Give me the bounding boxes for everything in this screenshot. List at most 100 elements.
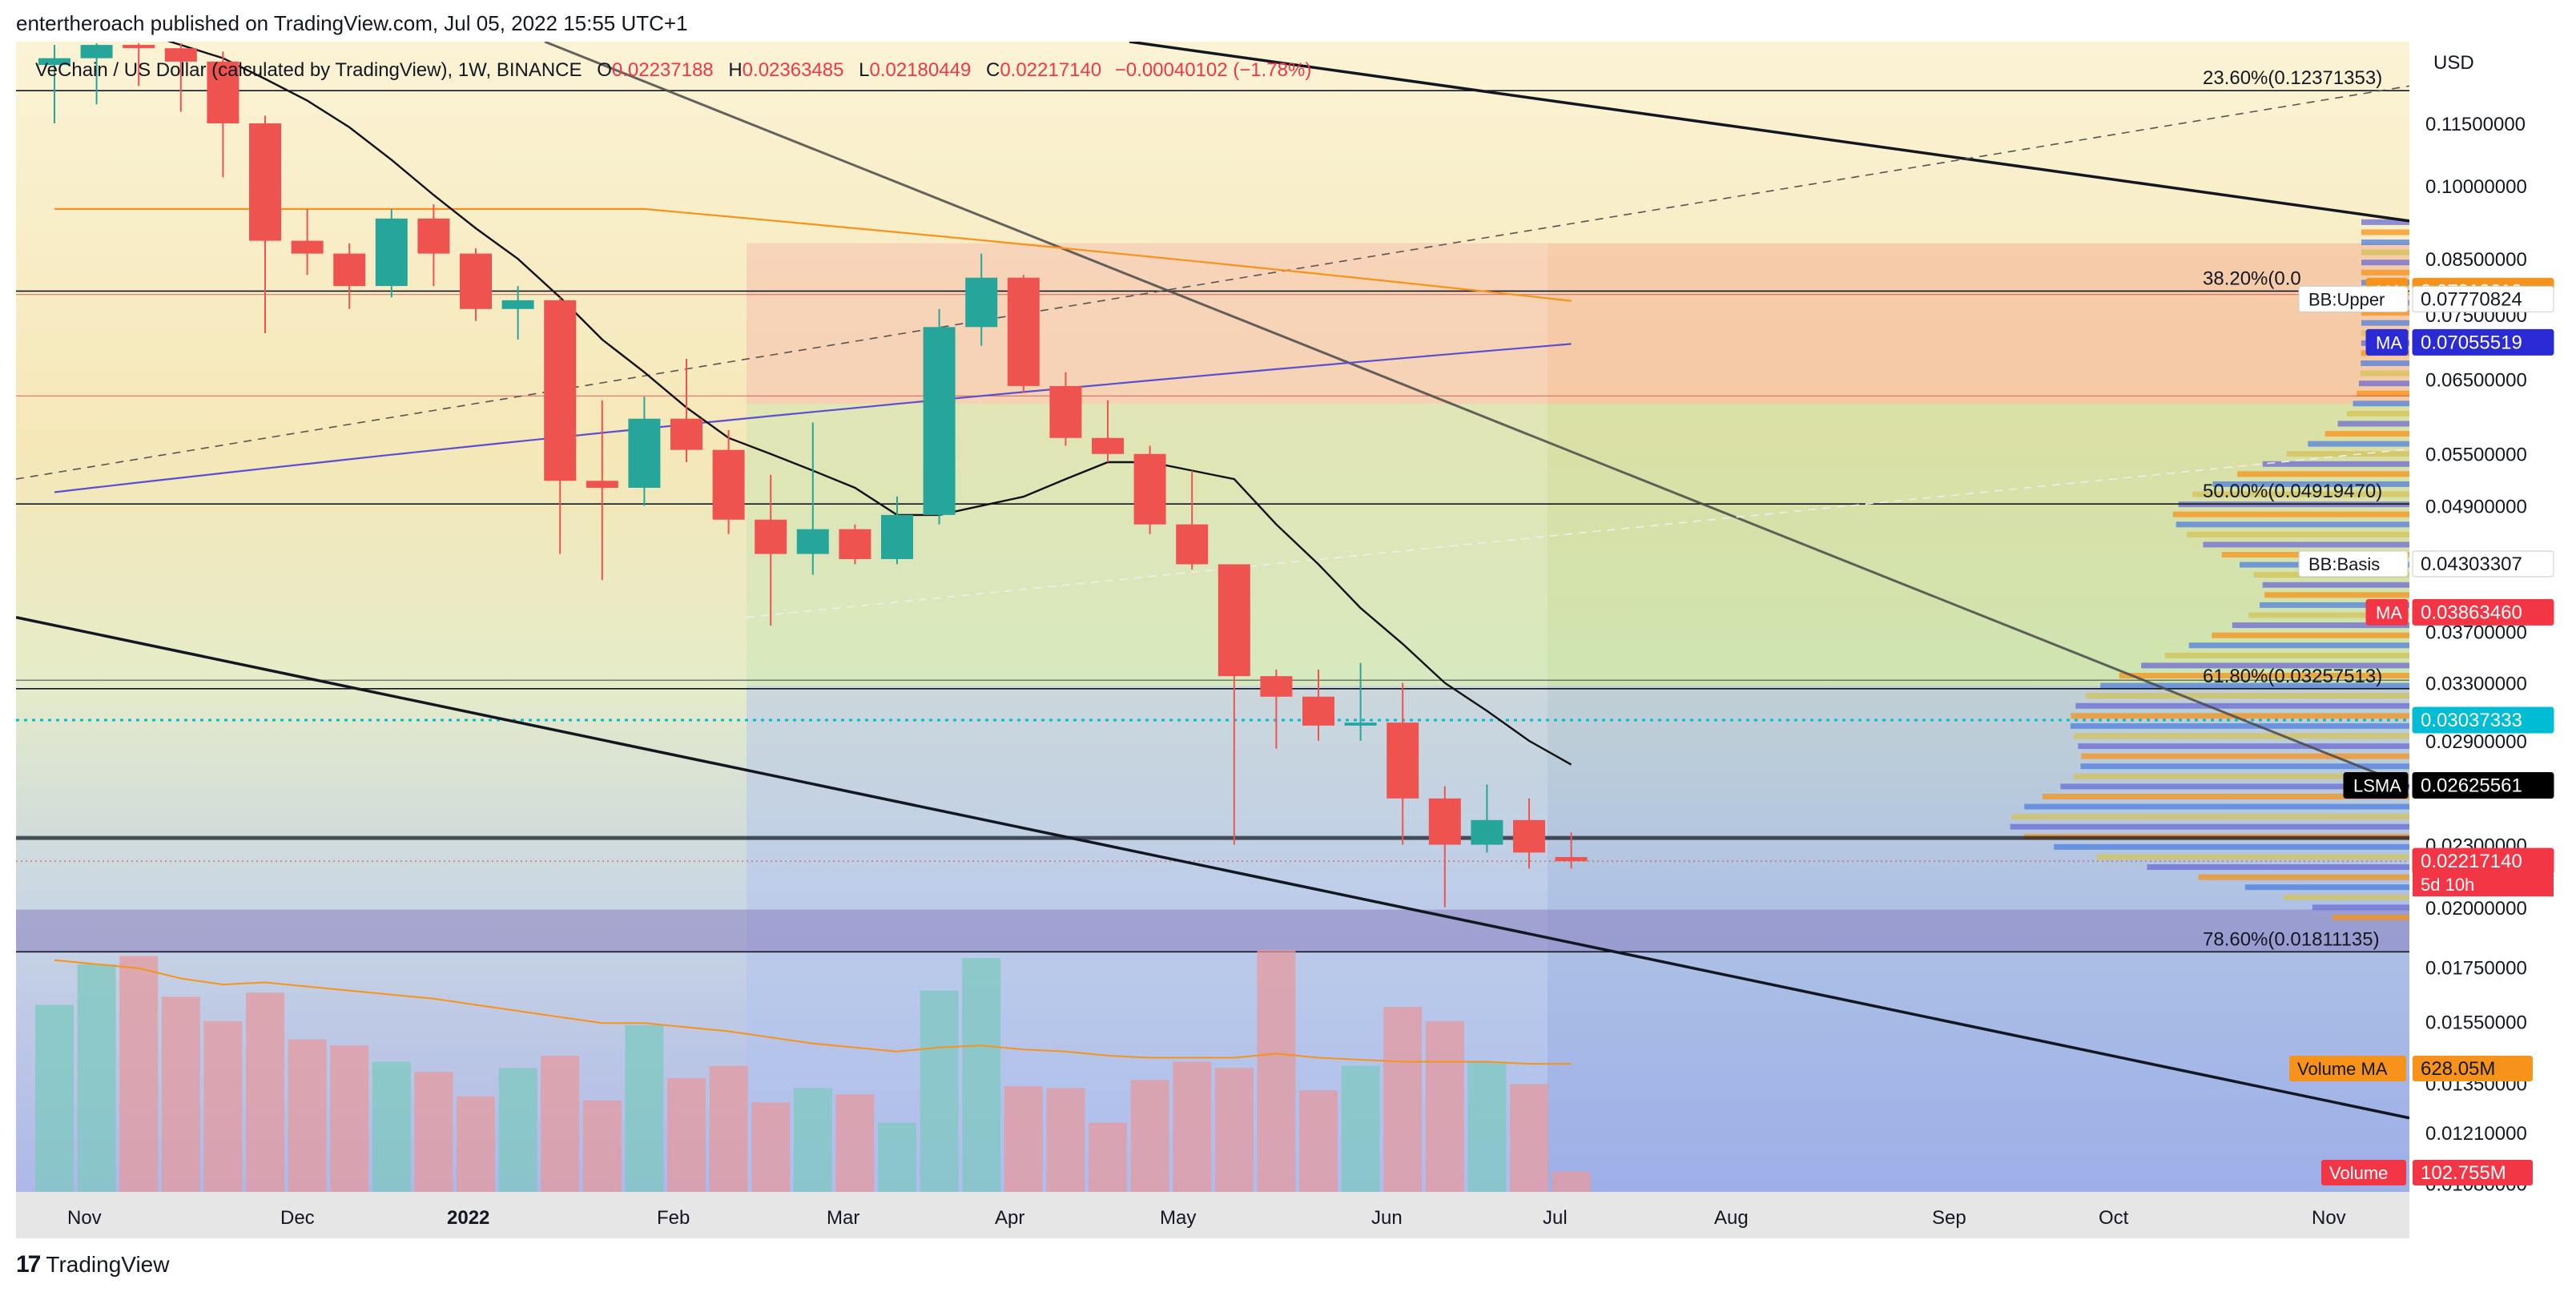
price-tag-value: 0.02625561: [2421, 775, 2522, 796]
volume-profile-bar: [2353, 400, 2409, 407]
candle-body: [965, 277, 998, 328]
low-value: 0.02180449: [869, 59, 972, 81]
price-tag-bg: [2412, 598, 2554, 626]
candle-body: [1218, 564, 1250, 677]
volume-profile-bar: [2236, 471, 2409, 477]
price-tag-label-bg: [2365, 598, 2409, 626]
volume-profile-bar: [2212, 632, 2409, 638]
volume-bar: [667, 1077, 706, 1192]
candlestick-chart[interactable]: 23.60%(0.12371353) 38.20%(0.0 50.00%(0.049…: [16, 42, 2558, 1238]
candle-body: [123, 45, 155, 49]
volume-profile-bar: [2337, 421, 2409, 427]
volume-profile-bar: [2346, 410, 2409, 417]
volume-profile-bar: [2264, 592, 2409, 598]
volume-bar: [498, 1068, 537, 1192]
volume-bar: [119, 956, 159, 1192]
candle-body: [249, 123, 281, 241]
candle-body: [1007, 277, 1040, 386]
chart-background: [16, 42, 2409, 1192]
price-tag-label-bg: [2298, 285, 2409, 312]
price-tick-label: 0.04900000: [2425, 496, 2527, 517]
candle-body: [164, 48, 197, 62]
volume-profile-bar: [2081, 753, 2409, 759]
time-tick-label: Jul: [1543, 1207, 1568, 1229]
volume-profile-bar: [2308, 441, 2409, 447]
price-tag-value: 0.04303307: [2421, 553, 2522, 575]
price-tag-value: 0.03037333: [2421, 710, 2522, 731]
volume-bar: [878, 1122, 916, 1192]
candle-body: [333, 253, 366, 287]
time-tick-label: Oct: [2099, 1207, 2129, 1229]
fib-label: 78.60%(0.01811135): [2203, 928, 2380, 950]
countdown-label: 5d 10h: [2421, 875, 2474, 895]
volume-profile-bar: [2361, 320, 2409, 326]
brand-name: TradingView: [46, 1252, 170, 1277]
volume-profile-bar: [2010, 823, 2409, 830]
volume-profile-bar: [2260, 602, 2409, 608]
volume-profile-bar: [2071, 713, 2409, 719]
support-band: [16, 909, 2409, 952]
price-tag-label-bg: [2365, 328, 2409, 356]
volume-profile-bar: [2262, 582, 2409, 588]
volume-bar: [1341, 1065, 1380, 1192]
time-tick-label: Dec: [280, 1207, 315, 1229]
volume-bar: [161, 996, 200, 1192]
volume-profile-bar: [2283, 894, 2409, 900]
candle-body: [1555, 857, 1588, 862]
volume-profile-bar: [2198, 874, 2409, 880]
volume-bar: [625, 1024, 664, 1192]
low-label: L: [859, 59, 870, 81]
candle-body: [460, 253, 492, 309]
volume-ma-line-placeholder: [54, 959, 1572, 1065]
volume-profile-bar: [2244, 884, 2409, 891]
volume-profile-bar: [2080, 763, 2409, 770]
volume-profile-bar: [2043, 793, 2409, 799]
volume-ma-label: Volume MA: [2297, 1059, 2388, 1079]
candle-body: [1513, 819, 1545, 853]
volume-profile-bar: [2085, 693, 2409, 699]
volume-profile-bar: [2096, 854, 2409, 860]
price-tag-label-bg: [2298, 550, 2409, 578]
volume-bar: [1425, 1020, 1464, 1192]
price-tag-bg: [2412, 328, 2554, 356]
candle-body: [881, 514, 913, 559]
volume-ma-value-bg: [2413, 1056, 2533, 1081]
volume-bar: [1383, 1007, 1423, 1192]
fib-label: 38.20%(0.0: [2203, 268, 2301, 289]
change-value: −0.00040102 (−1.78%): [1114, 59, 1312, 81]
volume-profile-bar: [2192, 491, 2409, 497]
volume-bar: [1004, 1086, 1043, 1192]
volume-profile-bar: [2361, 239, 2409, 246]
time-tick-label: Mar: [827, 1207, 859, 1229]
candle-body: [1471, 819, 1503, 845]
close-value: 0.02217140: [1000, 59, 1102, 81]
volume-bar: [457, 1096, 495, 1192]
chart-area[interactable]: 23.60%(0.12371353) 38.20%(0.0 50.00%(0.049…: [16, 42, 2558, 1238]
volume-profile-bar: [2141, 662, 2409, 669]
volume-profile-bar: [2361, 249, 2409, 256]
volume-ma-label-bg: [2289, 1056, 2406, 1081]
high-label: H: [728, 59, 743, 81]
price-tick-label: 0.02000000: [2425, 898, 2527, 920]
volume-profile-bar: [2100, 682, 2409, 689]
volume-profile-bar: [2361, 269, 2409, 276]
price-tag-label: MA: [2376, 602, 2402, 622]
symbol-legend[interactable]: VeChain / US Dollar (calculated by Tradi…: [35, 59, 1311, 82]
volume-bar: [582, 1100, 622, 1192]
descending-trendline: [544, 42, 2410, 788]
price-tick-label: 0.05500000: [2425, 445, 2527, 466]
price-tag-label: MA: [2376, 332, 2402, 352]
time-tick-label: Apr: [995, 1207, 1024, 1229]
tradingview-footer[interactable]: 17 TradingView: [16, 1251, 169, 1278]
price-tick-label: 0.11500000: [2425, 114, 2526, 135]
volume-profile-bar: [2312, 904, 2409, 911]
tradingview-logo-icon: 17: [16, 1251, 41, 1278]
price-tick-label: 0.01210000: [2425, 1123, 2527, 1145]
volume-label-bg: [2321, 1160, 2406, 1185]
price-tag-bg: [2412, 285, 2554, 312]
volume-profile-bar: [2054, 843, 2409, 850]
candle-body: [207, 61, 239, 124]
price-tag-label: BB:Basis: [2308, 554, 2380, 574]
fib-label: 23.60%(0.12371353): [2203, 67, 2382, 89]
volume-bar: [751, 1102, 791, 1192]
